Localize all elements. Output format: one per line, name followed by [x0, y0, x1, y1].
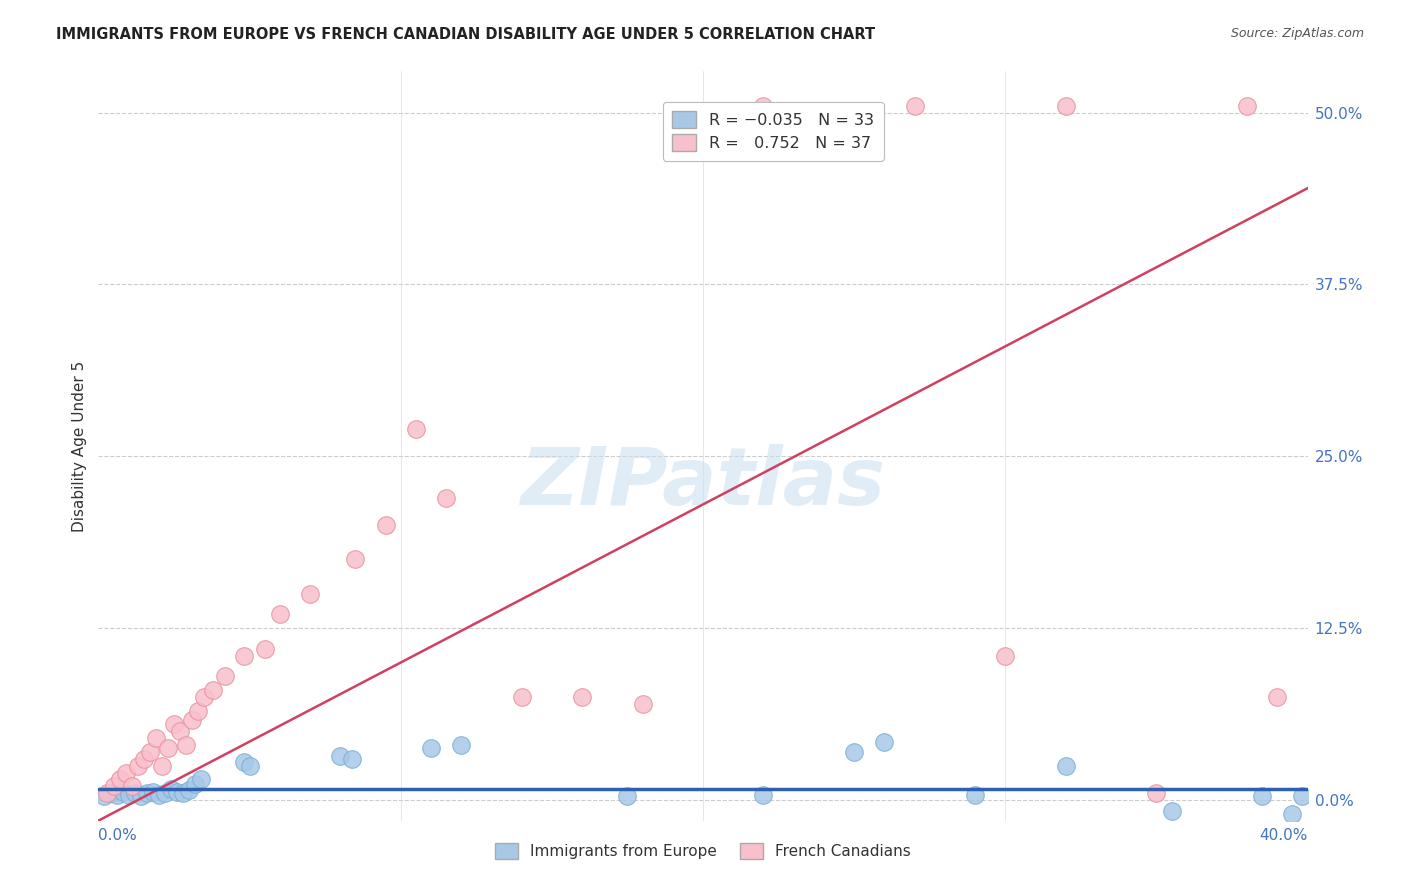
- Point: [434, 491, 457, 505]
- Point: [184, 776, 207, 790]
- Point: [342, 752, 364, 766]
- Point: [344, 552, 367, 566]
- Point: [1146, 786, 1168, 800]
- Text: 40.0%: 40.0%: [1260, 828, 1308, 843]
- Text: Source: ZipAtlas.com: Source: ZipAtlas.com: [1230, 27, 1364, 40]
- Point: [1054, 758, 1077, 772]
- Text: IMMIGRANTS FROM EUROPE VS FRENCH CANADIAN DISABILITY AGE UNDER 5 CORRELATION CHA: IMMIGRANTS FROM EUROPE VS FRENCH CANADIA…: [56, 27, 876, 42]
- Point: [1267, 690, 1289, 704]
- Point: [118, 788, 141, 802]
- Point: [187, 704, 209, 718]
- Point: [139, 745, 162, 759]
- Legend: Immigrants from Europe, French Canadians: Immigrants from Europe, French Canadians: [489, 838, 917, 865]
- Point: [1251, 789, 1274, 803]
- Point: [96, 786, 118, 800]
- Point: [202, 683, 225, 698]
- Point: [752, 99, 775, 113]
- Point: [232, 755, 254, 769]
- Point: [100, 786, 122, 800]
- Point: [179, 783, 201, 797]
- Point: [129, 789, 152, 803]
- Point: [93, 789, 115, 803]
- Point: [269, 607, 291, 622]
- Point: [160, 782, 183, 797]
- Point: [124, 786, 146, 800]
- Point: [873, 735, 896, 749]
- Point: [135, 786, 157, 800]
- Point: [405, 422, 427, 436]
- Point: [239, 758, 262, 772]
- Point: [844, 745, 866, 759]
- Point: [190, 772, 212, 787]
- Point: [148, 788, 170, 802]
- Point: [631, 697, 654, 711]
- Point: [616, 789, 638, 803]
- Point: [174, 738, 197, 752]
- Point: [214, 669, 236, 683]
- Point: [965, 788, 987, 802]
- Point: [994, 648, 1017, 663]
- Point: [145, 731, 167, 746]
- Point: [166, 785, 188, 799]
- Point: [114, 765, 136, 780]
- Point: [510, 690, 533, 704]
- Point: [1281, 806, 1303, 821]
- Text: ZIPatlas: ZIPatlas: [520, 444, 886, 523]
- Point: [127, 758, 149, 772]
- Point: [103, 779, 125, 793]
- Point: [150, 758, 173, 772]
- Point: [1291, 789, 1313, 803]
- Point: [105, 788, 128, 802]
- Point: [904, 99, 927, 113]
- Point: [253, 641, 276, 656]
- Point: [571, 690, 593, 704]
- Point: [153, 786, 176, 800]
- Point: [163, 717, 186, 731]
- Point: [121, 779, 143, 793]
- Y-axis label: Disability Age Under 5: Disability Age Under 5: [72, 360, 87, 532]
- Point: [299, 587, 322, 601]
- Point: [142, 785, 165, 799]
- Point: [193, 690, 215, 704]
- Point: [156, 740, 179, 755]
- Point: [1160, 804, 1182, 818]
- Point: [420, 740, 443, 755]
- Point: [169, 724, 191, 739]
- Point: [172, 786, 194, 800]
- Point: [450, 738, 472, 752]
- Point: [232, 648, 254, 663]
- Text: 0.0%: 0.0%: [98, 828, 138, 843]
- Point: [1236, 99, 1258, 113]
- Point: [108, 772, 131, 787]
- Point: [181, 713, 204, 727]
- Point: [374, 518, 396, 533]
- Point: [752, 788, 775, 802]
- Point: [111, 785, 134, 799]
- Point: [329, 749, 352, 764]
- Point: [1054, 99, 1077, 113]
- Point: [132, 752, 155, 766]
